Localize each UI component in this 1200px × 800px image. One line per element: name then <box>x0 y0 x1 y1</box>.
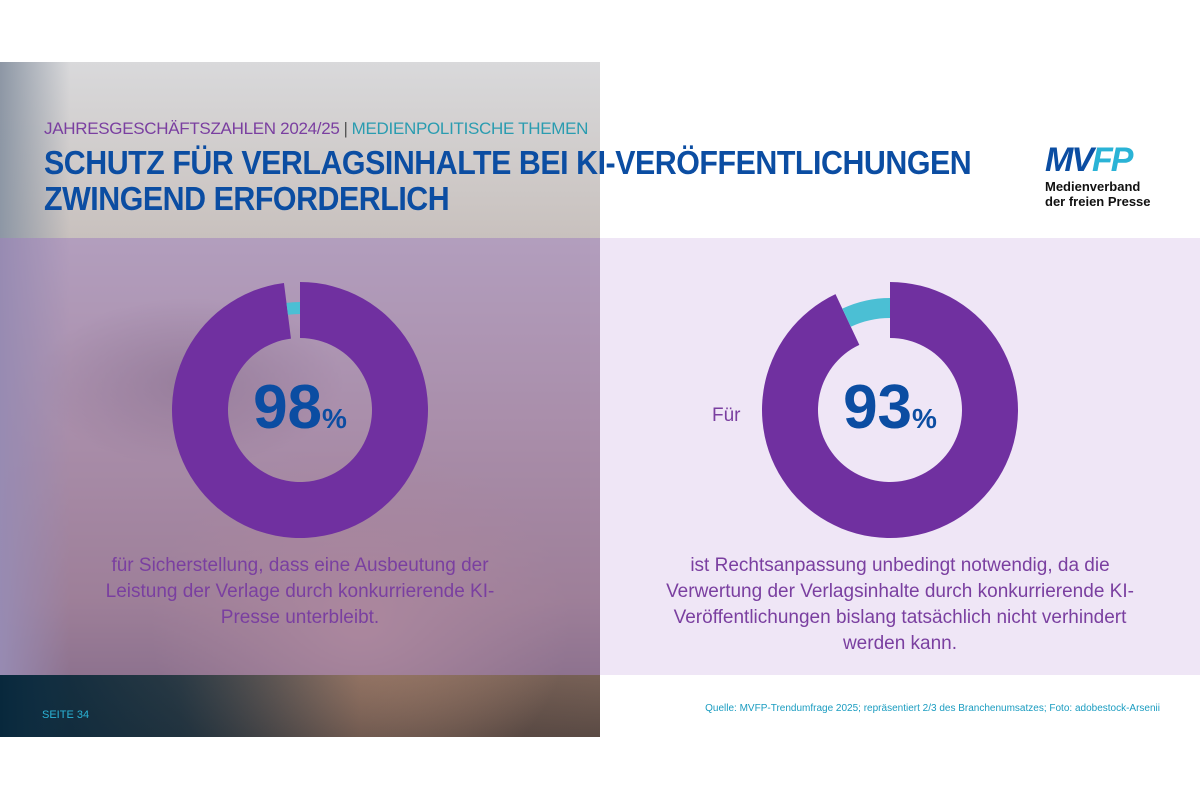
logo-line-1: Medienverband <box>1045 179 1141 194</box>
donut-slice-rest <box>286 302 300 315</box>
donut-chart-2 <box>762 282 1018 538</box>
kicker-separator: | <box>343 119 348 138</box>
kicker-right: MEDIENPOLITISCHE THEMEN <box>351 119 589 138</box>
logo-mark-a: MV <box>1045 141 1094 179</box>
kicker: JAHRESGESCHÄFTSZAHLEN 2024/25 | MEDIENPOLI… <box>44 119 588 139</box>
value-label-2: 93% <box>843 373 937 442</box>
mvfp-logo: MVFP Medienverband der freien Presse <box>1045 143 1165 209</box>
source-note: Quelle: MVFP-Trendumfrage 2025; repräsen… <box>705 703 1160 714</box>
lead-text: Für <box>712 405 741 426</box>
value-label-1: 98% <box>253 373 347 442</box>
page-title: SCHUTZ FÜR VERLAGSINHALTE BEI KI-VERÖFFE… <box>44 144 972 217</box>
footer-band <box>0 675 600 737</box>
logo-line-2: der freien Presse <box>1045 194 1151 209</box>
logo-mark-b: FP <box>1092 141 1133 179</box>
donut-slice-main <box>762 282 1018 538</box>
donut-slice-main <box>172 282 428 538</box>
title-line-1: SCHUTZ FÜR VERLAGSINHALTE BEI KI-VERÖFFE… <box>44 144 972 181</box>
donut-chart-1 <box>172 282 428 538</box>
caption-1: für Sicherstellung, dass eine Ausbeutung… <box>105 555 495 628</box>
kicker-left: JAHRESGESCHÄFTSZAHLEN 2024/25 <box>44 119 340 138</box>
caption-2: ist Rechtsanpassung unbedingt notwendig,… <box>666 555 1134 654</box>
donut-slice-rest <box>842 298 890 327</box>
page-number: SEITE 34 <box>42 709 90 721</box>
title-line-2: ZWINGEND ERFORDERLICH <box>44 180 450 217</box>
